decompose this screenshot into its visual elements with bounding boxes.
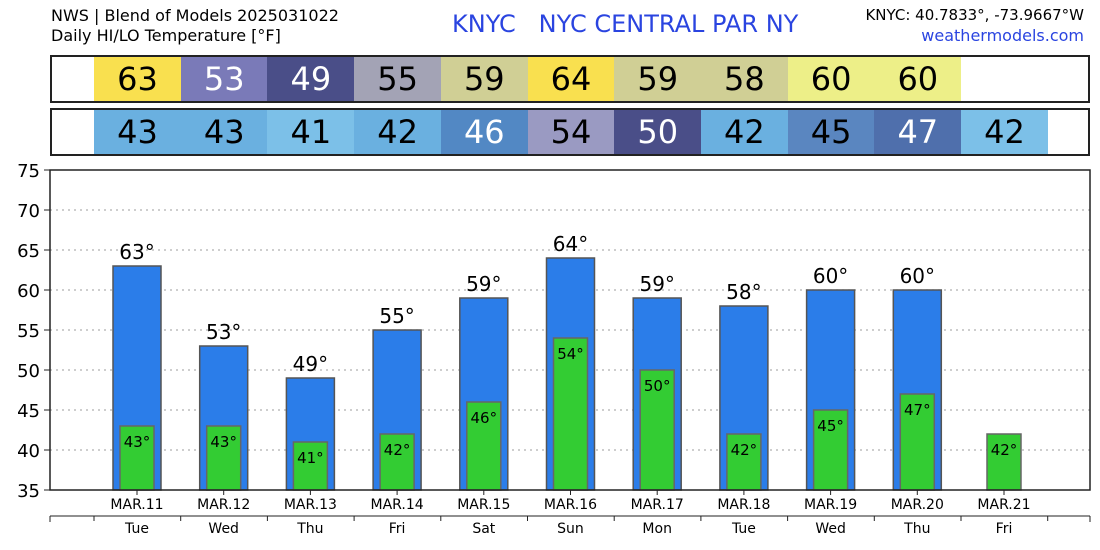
x-tick-label: MAR.19 [804, 497, 857, 513]
day-label: Tue [731, 521, 756, 537]
day-label: Fri [996, 521, 1013, 537]
y-tick-label: 75 [17, 161, 40, 182]
y-tick-label: 65 [17, 241, 40, 262]
y-tick-label: 70 [17, 201, 40, 222]
high-temp-label: 63° [119, 240, 154, 264]
low-temp-label: 41° [297, 449, 324, 467]
day-label: Mon [642, 521, 672, 537]
x-tick-label: MAR.12 [197, 497, 250, 513]
x-tick-label: MAR.18 [717, 497, 770, 513]
high-temp-label: 55° [379, 304, 414, 328]
y-tick-label: 60 [17, 281, 40, 302]
high-temp-label: 49° [293, 352, 328, 376]
day-label: Sun [557, 521, 584, 537]
x-tick-label: MAR.15 [457, 497, 510, 513]
low-temp-label: 47° [904, 401, 931, 419]
high-temp-label: 60° [813, 264, 848, 288]
low-temp-label: 43° [210, 433, 237, 451]
low-temp-label: 43° [124, 433, 151, 451]
day-label: Thu [903, 521, 930, 537]
low-temp-label: 42° [384, 441, 411, 459]
day-label: Wed [815, 521, 846, 537]
x-tick-label: MAR.14 [371, 497, 424, 513]
low-temp-label: 46° [471, 409, 498, 427]
x-tick-label: MAR.21 [977, 497, 1030, 513]
x-tick-label: MAR.11 [110, 497, 163, 513]
y-tick-label: 55 [17, 321, 40, 342]
low-temp-label: 54° [557, 345, 584, 363]
x-tick-label: MAR.20 [891, 497, 944, 513]
high-temp-label: 59° [639, 272, 674, 296]
high-temp-label: 53° [206, 320, 241, 344]
y-tick-label: 40 [17, 441, 40, 462]
day-label: Sat [472, 521, 495, 537]
y-tick-label: 45 [17, 401, 40, 422]
high-temp-label: 64° [553, 232, 588, 256]
low-temp-label: 42° [991, 441, 1018, 459]
low-temp-label: 45° [817, 417, 844, 435]
day-label: Tue [124, 521, 149, 537]
x-tick-label: MAR.17 [631, 497, 684, 513]
high-temp-label: 60° [900, 264, 935, 288]
day-label: Fri [389, 521, 406, 537]
high-temp-label: 58° [726, 280, 761, 304]
x-tick-label: MAR.13 [284, 497, 337, 513]
y-tick-label: 50 [17, 361, 40, 382]
high-temp-label: 59° [466, 272, 501, 296]
low-temp-label: 42° [731, 441, 758, 459]
day-label: Thu [296, 521, 323, 537]
low-temp-label: 50° [644, 377, 671, 395]
y-tick-label: 35 [17, 481, 40, 502]
day-label: Wed [208, 521, 239, 537]
x-tick-label: MAR.16 [544, 497, 597, 513]
